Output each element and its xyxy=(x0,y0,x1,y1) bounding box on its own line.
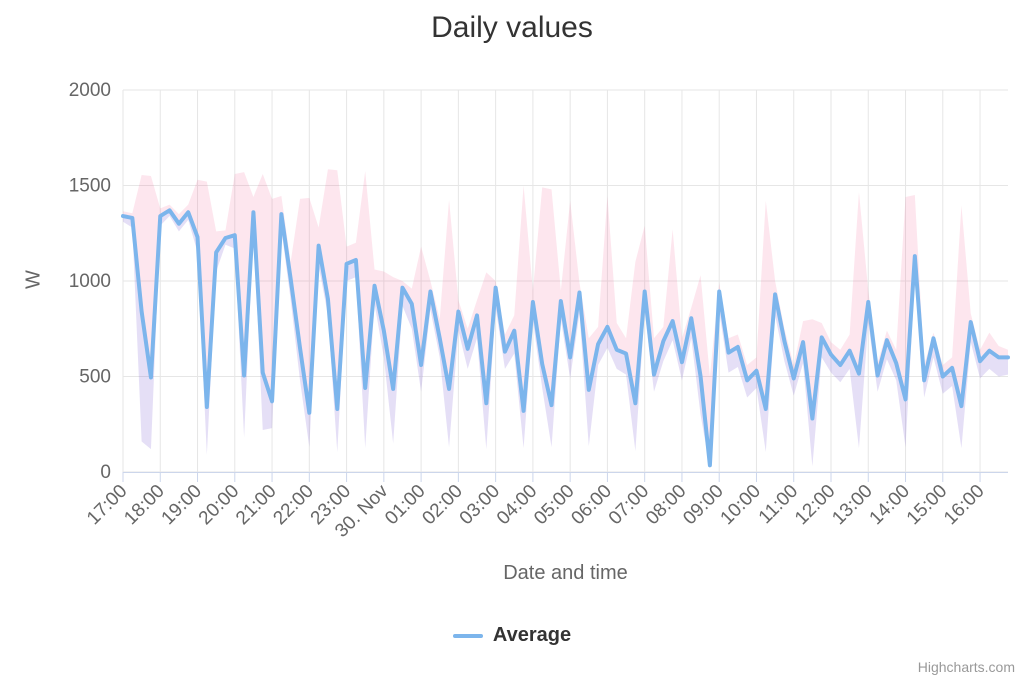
x-tick-label: 17:00 xyxy=(83,481,131,529)
x-tick-label: 10:00 xyxy=(717,481,765,529)
x-tick-label: 14:00 xyxy=(866,481,914,529)
legend-label: Average xyxy=(492,624,572,646)
x-tick-label: 01:00 xyxy=(381,481,429,529)
x-tick-label: 11:00 xyxy=(755,481,802,528)
y-tick-label: 1500 xyxy=(69,176,111,197)
y-tick-label: 2000 xyxy=(69,80,111,101)
x-tick-label: 12:00 xyxy=(791,481,839,529)
x-tick-label: 21:00 xyxy=(232,481,280,529)
chart-title: Daily values xyxy=(431,11,593,44)
x-tick-label: 03:00 xyxy=(456,481,504,529)
y-axis-title: W xyxy=(22,270,45,289)
x-tick-label: 15:00 xyxy=(903,481,951,529)
x-tick-label: 07:00 xyxy=(605,481,653,529)
x-tick-label: 16:00 xyxy=(940,481,988,529)
y-tick-label: 0 xyxy=(100,462,111,483)
legend: Average xyxy=(0,624,1024,647)
legend-item-average[interactable]: Average xyxy=(452,624,572,647)
legend-line-icon xyxy=(452,633,483,638)
x-tick-label: 18:00 xyxy=(120,481,168,529)
x-axis-title: Date and time xyxy=(503,562,628,584)
x-tick-label: 04:00 xyxy=(493,481,541,529)
x-tick-label: 05:00 xyxy=(530,481,578,529)
x-tick-label: 08:00 xyxy=(642,481,690,529)
x-tick-label: 02:00 xyxy=(418,481,466,529)
x-tick-label: 09:00 xyxy=(679,481,727,529)
y-tick-label: 500 xyxy=(79,367,111,388)
x-tick-label: 20:00 xyxy=(195,481,243,529)
x-tick-label: 22:00 xyxy=(269,481,317,529)
y-tick-label: 1000 xyxy=(69,271,111,292)
x-tick-label: 06:00 xyxy=(567,481,615,529)
x-tick-label: 13:00 xyxy=(828,481,876,529)
x-tick-label: 19:00 xyxy=(158,481,206,529)
credits-link[interactable]: Highcharts.com xyxy=(917,659,1015,675)
average-line xyxy=(121,208,1010,468)
